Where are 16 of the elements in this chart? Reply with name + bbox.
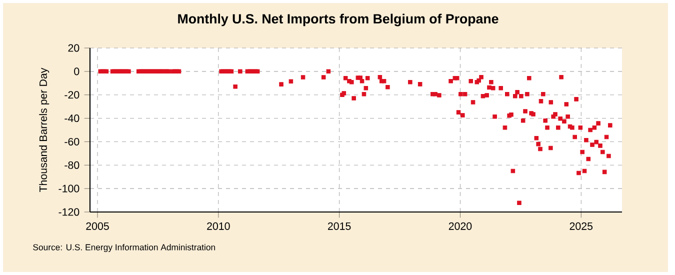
y-axis-title: Thousand Barrels per Day (39, 68, 50, 192)
y-tick-label: -40 (64, 114, 80, 122)
x-tick-label: 2025 (570, 222, 593, 230)
y-tick-label: -60 (64, 138, 80, 146)
y-tick-label: -120 (58, 208, 80, 216)
y-tick-label: -80 (64, 161, 80, 169)
y-tick-label: 0 (74, 68, 80, 76)
x-tick-label: 2020 (448, 222, 472, 230)
y-tick-label: -100 (58, 184, 80, 192)
chart-title: Monthly U.S. Net Imports from Belgium of Propane (178, 14, 498, 26)
source-note: Source: U.S. Energy Information Administration (33, 244, 215, 252)
y-tick-label: 20 (68, 44, 80, 52)
x-tick-label: 2005 (86, 222, 109, 230)
y-tick-label: -20 (64, 91, 80, 99)
x-tick-label: 2015 (328, 222, 351, 230)
x-tick-label: 2010 (207, 222, 230, 230)
